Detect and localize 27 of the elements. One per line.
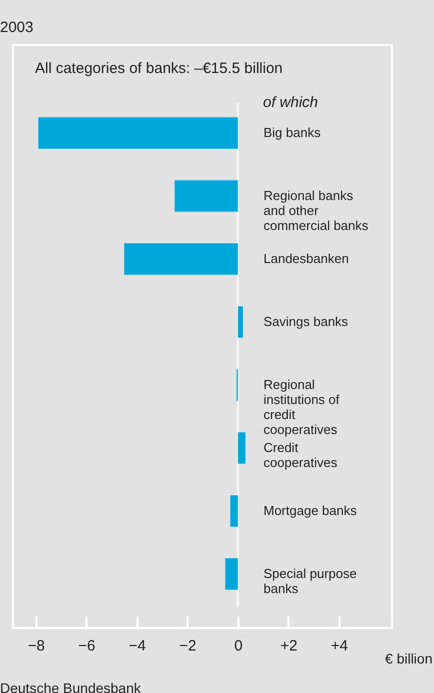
annotation: of which — [263, 94, 318, 111]
x-axis-title: € billion — [385, 650, 432, 666]
bar — [230, 495, 238, 527]
y-tick-label: Regional banks and other commercial banks — [264, 188, 369, 233]
bar — [174, 180, 238, 212]
y-tick-label: Credit cooperatives — [264, 440, 338, 470]
x-tick-label: −6 — [78, 638, 96, 654]
bar — [238, 306, 243, 338]
y-tick-label: Savings banks — [264, 314, 349, 329]
chart-subtitle: All categories of banks: –€15.5 billion — [35, 60, 283, 77]
y-tick-label: Special purpose banks — [264, 566, 357, 596]
y-tick-label: Big banks — [264, 125, 322, 140]
x-tick-label: +2 — [280, 638, 298, 654]
x-tick-label: −8 — [28, 638, 45, 654]
x-tick-label: 0 — [234, 638, 243, 654]
y-tick-label: Regional institutions of credit cooperatives — [264, 377, 340, 437]
text: Deutsche Bundesbank — [0, 680, 142, 693]
y-tick-label: Mortgage banks — [264, 503, 358, 518]
chart-title: 2003 — [0, 19, 34, 36]
x-tick-label: −4 — [128, 638, 146, 654]
bar — [124, 243, 238, 275]
bar — [238, 432, 246, 464]
x-tick-label: +4 — [330, 638, 348, 654]
bar — [38, 117, 238, 149]
x-tick-label: −2 — [179, 638, 196, 654]
y-tick-label: Landesbanken — [264, 251, 349, 266]
bar — [225, 558, 238, 590]
